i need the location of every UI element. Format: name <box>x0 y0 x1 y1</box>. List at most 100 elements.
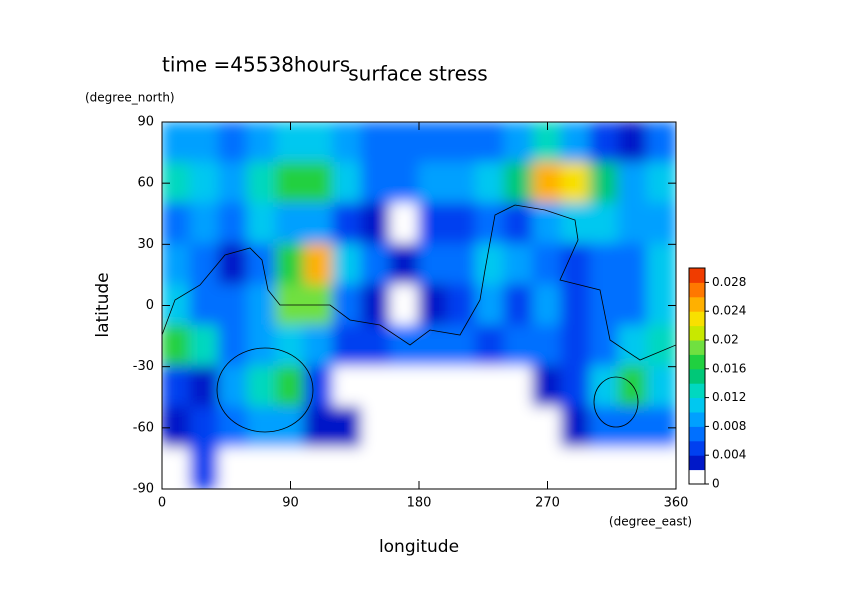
colorbar-band <box>689 325 705 341</box>
cell <box>360 202 392 246</box>
cell <box>246 161 278 205</box>
colorbar-band <box>689 412 705 427</box>
cell <box>617 324 649 368</box>
cell <box>389 406 420 450</box>
cell <box>560 447 592 489</box>
cell <box>418 122 449 164</box>
cell <box>360 447 392 489</box>
cell <box>162 324 192 368</box>
colorbar-band <box>689 383 705 399</box>
cell <box>218 243 249 287</box>
colorbar-band <box>689 340 705 355</box>
cell <box>560 122 592 164</box>
time-label: time =45538hours <box>162 53 350 77</box>
cell <box>646 243 676 287</box>
cell <box>532 324 563 368</box>
cell <box>560 324 592 368</box>
cell <box>360 243 392 287</box>
cell <box>532 202 563 246</box>
y-axis-label: latitude <box>93 272 113 337</box>
cell <box>389 365 420 409</box>
colorbar-outline <box>688 267 706 485</box>
y-tick-label: -30 <box>133 359 154 374</box>
cell <box>218 447 249 489</box>
cell <box>189 284 221 327</box>
cell <box>162 447 192 489</box>
cell <box>246 406 278 450</box>
colorbar-band <box>689 282 705 298</box>
cell <box>218 284 249 327</box>
cell <box>503 324 535 368</box>
cell <box>162 365 192 409</box>
cell <box>332 447 363 489</box>
colorbar-band <box>689 455 705 471</box>
cell <box>617 243 649 287</box>
cell <box>189 447 221 489</box>
cell <box>617 447 649 489</box>
cell <box>589 161 620 205</box>
cell <box>418 447 449 489</box>
cell <box>560 161 592 205</box>
cell <box>617 365 649 409</box>
cell <box>560 202 592 246</box>
cell <box>418 284 449 327</box>
cell <box>275 202 306 246</box>
cell <box>303 324 335 368</box>
cell <box>475 447 506 489</box>
cell <box>360 284 392 327</box>
cell <box>617 406 649 450</box>
cell <box>332 202 363 246</box>
cell <box>332 122 363 164</box>
cell <box>332 284 363 327</box>
cell <box>189 365 221 409</box>
y-tick-label: -90 <box>133 482 154 497</box>
x-tick-label: 180 <box>407 496 432 511</box>
cell <box>532 406 563 450</box>
cell <box>475 406 506 450</box>
cell <box>389 324 420 368</box>
cell <box>275 365 306 409</box>
colorbar-tick-label: 0.004 <box>712 448 746 462</box>
cell <box>589 365 620 409</box>
cell <box>503 365 535 409</box>
cell <box>218 365 249 409</box>
cell <box>360 406 392 450</box>
cell <box>446 122 478 164</box>
cell <box>332 324 363 368</box>
cell <box>389 447 420 489</box>
colorbar-tick-label: 0.008 <box>712 419 746 433</box>
colorbar-band <box>689 296 705 312</box>
cell <box>275 161 306 205</box>
cell <box>246 122 278 164</box>
cell <box>503 447 535 489</box>
cell <box>446 284 478 327</box>
colorbar-band <box>689 469 705 485</box>
x-unit: (degree_east) <box>609 515 692 529</box>
cell <box>617 284 649 327</box>
y-unit: (degree_north) <box>85 91 175 105</box>
cell <box>446 365 478 409</box>
cell <box>475 365 506 409</box>
cell <box>646 202 676 246</box>
cell <box>503 406 535 450</box>
cell <box>589 243 620 287</box>
cell <box>303 447 335 489</box>
x-tick-label: 90 <box>282 496 299 511</box>
y-tick-label: 90 <box>137 115 154 130</box>
cell <box>162 243 192 287</box>
colorbar-band <box>689 354 705 370</box>
colorbar-band <box>689 311 705 327</box>
cell <box>332 365 363 409</box>
cells <box>162 122 676 489</box>
cell <box>475 161 506 205</box>
cell <box>189 161 221 205</box>
cell <box>589 406 620 450</box>
cell <box>275 243 306 287</box>
cell <box>189 202 221 246</box>
x-tick-label: 270 <box>535 496 560 511</box>
cell <box>503 122 535 164</box>
cell <box>189 406 221 450</box>
coastlines <box>162 204 676 433</box>
cell <box>246 324 278 368</box>
